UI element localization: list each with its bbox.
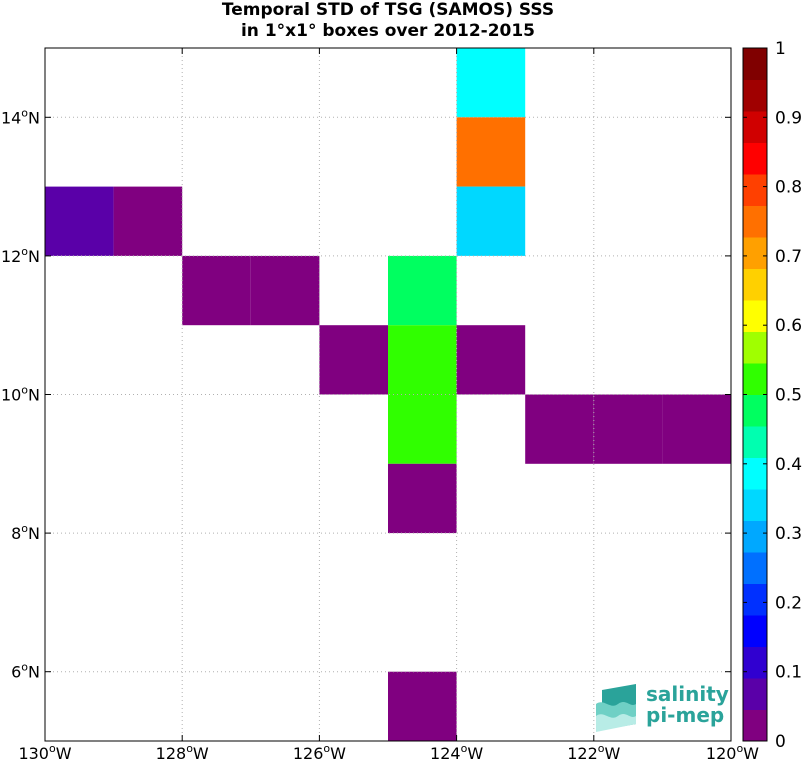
colorbar-tick-label: 0.9 <box>775 108 802 128</box>
heatmap-cell-7 <box>388 394 457 464</box>
colorbar-tick-label: 0.1 <box>775 663 802 683</box>
colorbar: 0 0.1 0.2 0.3 0.4 0.5 0.6 0.7 0.8 0.9 1 <box>742 39 802 752</box>
heatmap-cell-5 <box>388 255 457 326</box>
y-tick-label: 10oN <box>1 384 40 405</box>
colorbar-segment-18 <box>743 142 767 175</box>
colorbar-tick-label: 0.8 <box>775 178 802 198</box>
colorbar-tick-label: 0.2 <box>775 593 802 613</box>
y-tick-label: 8oN <box>11 522 40 543</box>
heatmap-cell-13 <box>456 186 526 256</box>
colorbar-segment-14 <box>743 268 767 301</box>
colorbar-segment-7 <box>743 489 767 521</box>
colorbar-segment-13 <box>743 300 767 332</box>
colorbar-segment-9 <box>743 426 767 458</box>
colorbar-tick-label: 1 <box>775 39 786 59</box>
y-tick-label: 12oN <box>1 245 40 266</box>
colorbar-segment-17 <box>743 174 767 206</box>
colorbar-segment-3 <box>743 615 767 647</box>
colorbar-tick-label: 0.6 <box>775 316 802 336</box>
heatmap-cell-10 <box>388 671 457 741</box>
heatmap-cell-2 <box>182 255 251 326</box>
chart-title: Temporal STD of TSG (SAMOS) SSS in 1°x1°… <box>45 0 731 42</box>
heatmap-cell-15 <box>593 394 663 464</box>
logo-text-line-1: salinity <box>646 682 729 706</box>
colorbar-segment-19 <box>743 111 767 143</box>
colorbar-segment-15 <box>743 237 767 269</box>
y-tick-label: 6oN <box>11 661 40 682</box>
colorbar-tick-label: 0.4 <box>775 455 802 475</box>
y-axis: 6oN 8oN 10oN 12oN 14oN <box>1 106 731 682</box>
heatmap-cell-8 <box>456 325 526 395</box>
x-tick-label: 130oW <box>18 742 71 763</box>
chart-title-line-1: Temporal STD of TSG (SAMOS) SSS <box>221 0 555 20</box>
colorbar-segment-2 <box>743 646 767 679</box>
heatmap-cell-11 <box>456 48 526 118</box>
y-tick-label: 14oN <box>1 106 40 127</box>
x-axis: 130oW 128oW 126oW 124oW 122oW 120oW <box>18 48 759 763</box>
colorbar-tick-label: 0.3 <box>775 524 802 544</box>
colorbar-segment-10 <box>743 394 767 427</box>
colorbar-segment-8 <box>743 457 767 490</box>
heatmap-cell-12 <box>456 117 526 187</box>
heatmap-cell-0 <box>45 186 114 256</box>
colorbar-segment-0 <box>743 709 767 742</box>
logo-text-line-2: pi-mep <box>646 703 725 727</box>
colorbar-tick-label: 0 <box>775 732 786 752</box>
heatmap-cells <box>45 48 731 741</box>
x-tick-label: 124oW <box>430 742 483 763</box>
heatmap-cell-4 <box>319 325 388 395</box>
x-tick-label: 120oW <box>706 742 759 763</box>
salinity-pi-mep-logo: salinity pi-mep <box>596 682 729 732</box>
heatmap-cell-16 <box>662 394 731 464</box>
x-tick-label: 128oW <box>156 742 209 763</box>
wave-icon <box>596 684 636 732</box>
x-tick-label: 122oW <box>567 742 620 763</box>
colorbar-tick-label: 0.7 <box>775 247 802 267</box>
colorbar-segment-1 <box>743 678 767 710</box>
heatmap-cell-9 <box>388 463 457 534</box>
heatmap-cell-14 <box>525 394 594 464</box>
colorbar-segment-6 <box>743 520 767 553</box>
x-tick-label: 126oW <box>293 742 346 763</box>
colorbar-segment-21 <box>743 48 767 80</box>
heatmap-cell-1 <box>113 186 183 256</box>
colorbar-segment-4 <box>743 583 767 616</box>
colorbar-tick-label: 0.5 <box>775 386 802 406</box>
colorbar-segment-16 <box>743 205 767 238</box>
colorbar-segment-5 <box>743 552 767 584</box>
colorbar-segment-11 <box>743 363 767 395</box>
heatmap-cell-3 <box>250 255 320 326</box>
chart-title-line-2: in 1°x1° boxes over 2012-2015 <box>240 21 536 41</box>
colorbar-segment-20 <box>743 79 767 112</box>
heatmap-cell-6 <box>388 325 457 395</box>
colorbar-segment-12 <box>743 331 767 364</box>
